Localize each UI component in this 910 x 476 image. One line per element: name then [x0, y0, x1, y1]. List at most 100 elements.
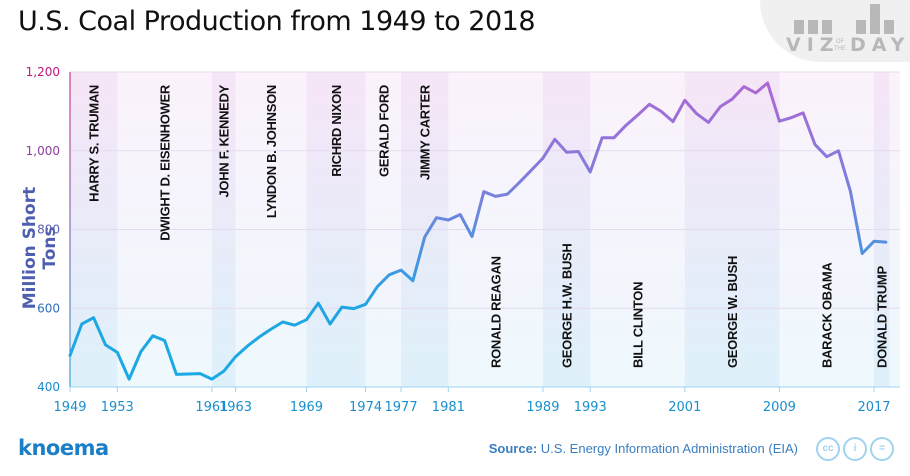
data-point [163, 339, 166, 342]
x-tick-label: 2017 [857, 400, 890, 415]
logo-bar [808, 20, 818, 34]
no-derivatives-icon[interactable]: = [870, 437, 894, 461]
president-label: GEORGE H.W. BUSH [560, 244, 575, 369]
data-point [435, 216, 438, 219]
data-point [494, 195, 497, 198]
president-label: JOHN F. KENNEDY [217, 84, 232, 197]
data-point [459, 213, 462, 216]
viz-of-the-day-logo: VIZ OF THE DAY [772, 2, 904, 58]
y-tick-label: 400 [37, 380, 60, 394]
x-tick-label: 1963 [219, 400, 252, 415]
logo-text-viz: VIZ [786, 34, 840, 56]
data-point [589, 171, 592, 174]
x-tick-label: 2001 [668, 400, 701, 415]
data-point [139, 350, 142, 353]
data-point [258, 335, 261, 338]
x-tick-label: 1953 [101, 400, 134, 415]
y-tick-label: 1,000 [26, 144, 60, 158]
data-point [447, 219, 450, 222]
source-text: U.S. Energy Information Administration (… [540, 441, 798, 456]
president-label: RICHRD NIXON [329, 85, 344, 177]
data-point [281, 321, 284, 324]
knoema-logo[interactable]: knoema [18, 436, 109, 460]
data-point [742, 85, 745, 88]
logo-bar [870, 4, 880, 34]
data-point [352, 307, 355, 310]
data-point [151, 334, 154, 337]
data-point [317, 302, 320, 305]
data-point [199, 372, 202, 375]
chart-title: U.S. Coal Production from 1949 to 2018 [18, 6, 536, 37]
data-point [695, 112, 698, 115]
data-point [825, 155, 828, 158]
data-point [530, 169, 533, 172]
data-point [340, 306, 343, 309]
data-point [648, 103, 651, 106]
x-tick-label: 1993 [574, 400, 607, 415]
data-point [884, 241, 887, 244]
attribution-icon[interactable]: i [843, 437, 867, 461]
y-tick-label: 800 [37, 223, 60, 237]
logo-text-of-the: OF THE [834, 39, 846, 52]
data-point [754, 91, 757, 94]
president-label: RONALD REAGAN [489, 256, 504, 368]
data-point [210, 378, 213, 381]
data-point [565, 151, 568, 154]
president-label: LYNDON B. JOHNSON [264, 85, 279, 218]
president-label: GERALD FORD [376, 85, 391, 177]
logo-bar [822, 20, 832, 34]
y-tick-label: 600 [37, 301, 60, 315]
data-point [116, 351, 119, 354]
data-point [719, 105, 722, 108]
logo-bar [884, 20, 894, 34]
data-point [660, 110, 663, 113]
president-label: BARACK OBAMA [820, 262, 835, 368]
coal-production-line [68, 81, 888, 381]
data-point [707, 121, 710, 124]
x-tick-label: 1989 [526, 400, 559, 415]
data-point [364, 303, 367, 306]
data-point [683, 99, 686, 102]
data-point [601, 136, 604, 139]
president-label: DWIGHT D. EISENHOWER [158, 84, 173, 241]
y-tick-label: 1,200 [26, 65, 60, 79]
data-point [849, 190, 852, 193]
data-point [861, 252, 864, 255]
logo-bar [794, 20, 804, 34]
data-point [766, 82, 769, 85]
data-point [187, 373, 190, 376]
president-label: JIMMY CARTER [418, 84, 433, 180]
data-point [813, 143, 816, 146]
data-point [305, 318, 308, 321]
data-point [577, 150, 580, 153]
data-point [388, 273, 391, 276]
data-point [612, 136, 615, 139]
data-point [80, 323, 83, 326]
data-point [411, 279, 414, 282]
data-point [672, 120, 675, 123]
x-tick-label: 2009 [763, 400, 796, 415]
data-point [541, 157, 544, 160]
x-tick-label: 1977 [385, 400, 418, 415]
data-point [270, 328, 273, 331]
cc-icon[interactable]: cc [816, 437, 840, 461]
data-point [837, 149, 840, 152]
data-point [873, 240, 876, 243]
data-point [790, 116, 793, 119]
x-tick-label: 1974 [349, 400, 382, 415]
data-point [293, 324, 296, 327]
data-point [175, 373, 178, 376]
data-point [518, 181, 521, 184]
data-point [69, 354, 72, 357]
data-point [636, 114, 639, 117]
data-point [482, 190, 485, 193]
data-point [423, 235, 426, 238]
data-point [400, 269, 403, 272]
logo-bar [856, 20, 866, 34]
data-point [506, 193, 509, 196]
data-point [731, 98, 734, 101]
president-label: BILL CLINTON [631, 282, 646, 368]
x-tick-label: 1961 [195, 400, 228, 415]
source-label: Source: [488, 441, 538, 456]
x-tick-label: 1969 [290, 400, 323, 415]
